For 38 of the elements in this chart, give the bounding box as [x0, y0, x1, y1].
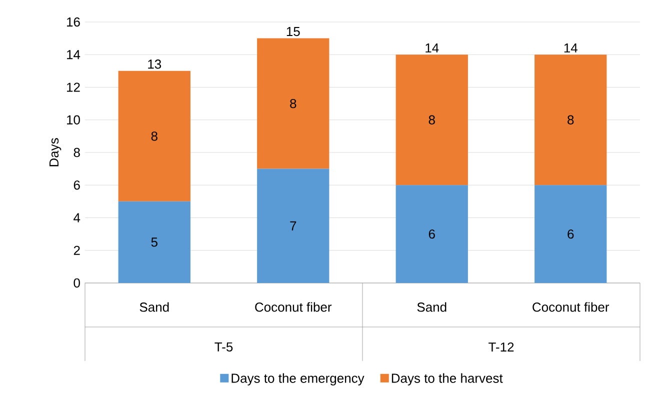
- bar: [534, 185, 607, 283]
- x-tick-label: Coconut fiber: [532, 302, 610, 312]
- y-tick-label: 2: [74, 246, 80, 255]
- x-tick-label: Coconut fiber: [255, 302, 332, 312]
- bar: [118, 201, 190, 283]
- data-label: 8: [428, 115, 435, 124]
- text: T-5: [214, 342, 233, 352]
- y-axis-title: Days: [50, 138, 62, 166]
- legend-label: Days to the harvest: [392, 373, 503, 386]
- y-tick-label: 10: [67, 115, 80, 124]
- bar: [257, 168, 330, 283]
- bar: [257, 38, 330, 169]
- y-tick-label: 12: [67, 82, 80, 92]
- total-label: 13: [148, 60, 162, 69]
- y-tick-label: 4: [74, 213, 80, 222]
- data-label: 6: [568, 229, 574, 239]
- y-tick-label: 0: [74, 278, 80, 288]
- legend-label: Days to the emergency: [232, 373, 364, 386]
- data-label: 8: [290, 98, 296, 108]
- bar: [396, 185, 468, 283]
- data-label: 7: [290, 221, 296, 230]
- x-tick-label: Sand: [140, 302, 169, 312]
- bar: [534, 54, 607, 186]
- y-tick-label: 16: [67, 17, 80, 27]
- y-tick-label: 14: [67, 50, 80, 60]
- bar: [118, 70, 190, 202]
- bar: [396, 54, 468, 186]
- total-label: 15: [286, 27, 300, 36]
- data-label: 6: [428, 229, 435, 239]
- text: T-12: [488, 342, 514, 352]
- total-label: 14: [426, 43, 439, 52]
- x-tick-label: Sand: [417, 302, 446, 312]
- y-tick-label: 6: [74, 180, 80, 190]
- data-label: 8: [568, 115, 574, 124]
- data-label: 5: [151, 238, 158, 247]
- total-label: 14: [564, 43, 578, 52]
- y-tick-label: 8: [74, 148, 80, 158]
- data-label: 8: [151, 132, 158, 141]
